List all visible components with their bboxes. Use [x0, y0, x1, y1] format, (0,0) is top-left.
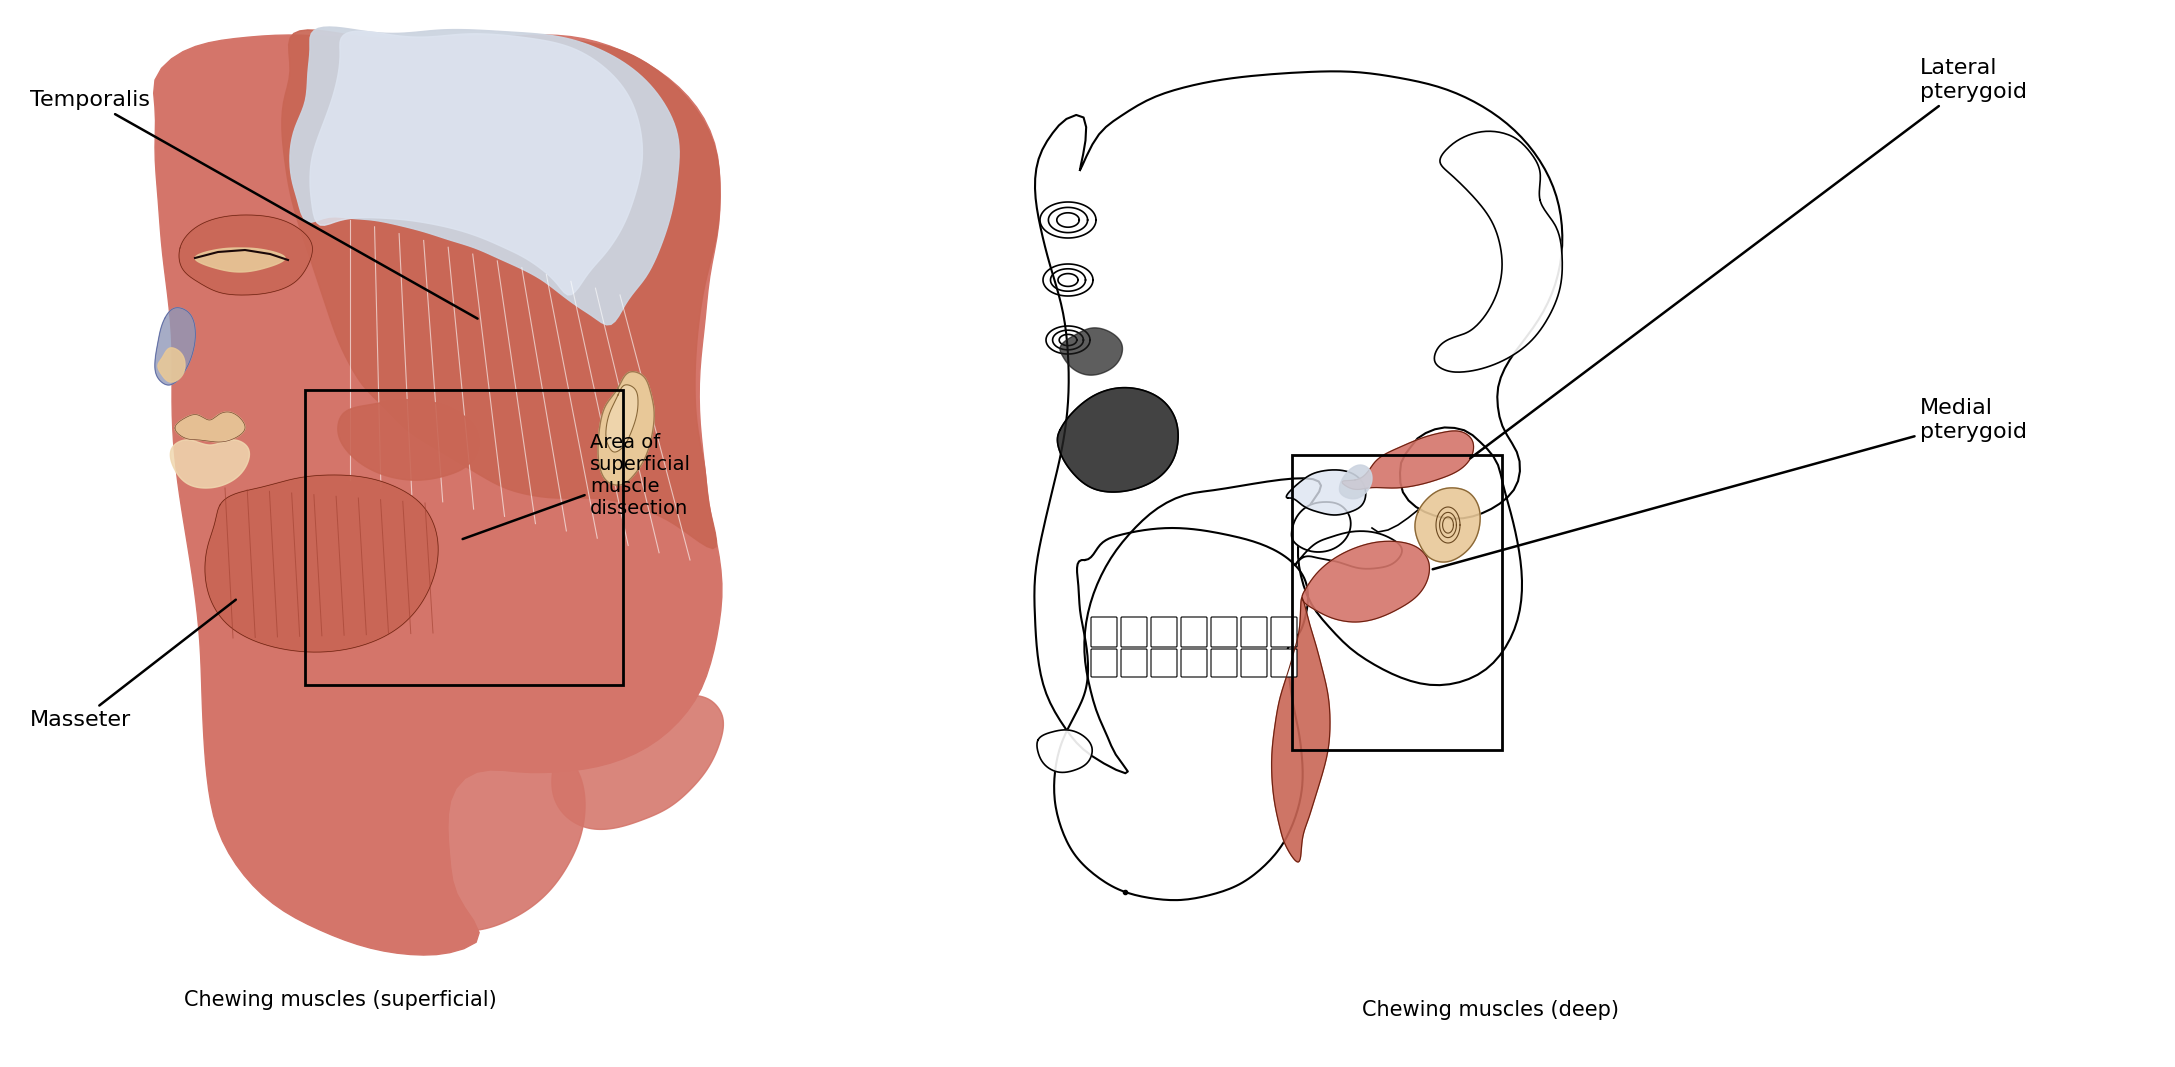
Text: Medial
pterygoid: Medial pterygoid: [1433, 398, 2027, 570]
Polygon shape: [289, 27, 679, 324]
Text: Masseter: Masseter: [30, 600, 235, 730]
Polygon shape: [154, 307, 196, 385]
Polygon shape: [1272, 598, 1329, 862]
Text: Area of
superficial
muscle
dissection: Area of superficial muscle dissection: [463, 432, 692, 539]
Polygon shape: [159, 348, 185, 382]
Polygon shape: [1285, 469, 1366, 515]
Polygon shape: [174, 412, 246, 442]
FancyBboxPatch shape: [1120, 649, 1146, 676]
FancyBboxPatch shape: [1151, 649, 1177, 676]
FancyBboxPatch shape: [1092, 649, 1118, 676]
Polygon shape: [170, 440, 250, 488]
Polygon shape: [552, 695, 724, 829]
Text: Temporalis: Temporalis: [30, 90, 478, 319]
Polygon shape: [439, 738, 585, 930]
Polygon shape: [337, 400, 478, 480]
Polygon shape: [607, 385, 637, 452]
FancyBboxPatch shape: [1151, 617, 1177, 647]
Text: Lateral
pterygoid: Lateral pterygoid: [1470, 59, 2027, 459]
FancyBboxPatch shape: [1211, 649, 1238, 676]
Polygon shape: [1340, 465, 1372, 498]
Polygon shape: [204, 475, 437, 652]
Text: Chewing muscles (deep): Chewing muscles (deep): [1362, 1000, 1618, 1020]
Polygon shape: [1294, 531, 1403, 569]
FancyBboxPatch shape: [1092, 617, 1118, 647]
Polygon shape: [178, 214, 313, 296]
FancyBboxPatch shape: [1181, 617, 1207, 647]
Polygon shape: [1436, 131, 1562, 372]
FancyBboxPatch shape: [1270, 649, 1296, 676]
Bar: [1292, 455, 1503, 750]
FancyBboxPatch shape: [1211, 617, 1238, 647]
Text: Chewing muscles (superficial): Chewing muscles (superficial): [183, 990, 496, 1010]
Polygon shape: [1059, 328, 1122, 376]
Polygon shape: [1037, 730, 1092, 773]
FancyBboxPatch shape: [1120, 617, 1146, 647]
Polygon shape: [283, 30, 720, 548]
Bar: [305, 391, 622, 685]
Polygon shape: [1303, 541, 1429, 622]
Polygon shape: [1057, 387, 1179, 492]
FancyBboxPatch shape: [1242, 649, 1268, 676]
Polygon shape: [196, 248, 285, 272]
FancyBboxPatch shape: [1181, 649, 1207, 676]
Polygon shape: [1292, 501, 1351, 552]
Polygon shape: [154, 35, 722, 955]
FancyBboxPatch shape: [1270, 617, 1296, 647]
FancyBboxPatch shape: [1242, 617, 1268, 647]
Polygon shape: [1342, 431, 1472, 490]
Polygon shape: [1055, 528, 1307, 901]
Polygon shape: [598, 371, 655, 485]
Polygon shape: [1035, 71, 1562, 774]
Polygon shape: [1416, 488, 1481, 562]
Polygon shape: [311, 31, 642, 294]
